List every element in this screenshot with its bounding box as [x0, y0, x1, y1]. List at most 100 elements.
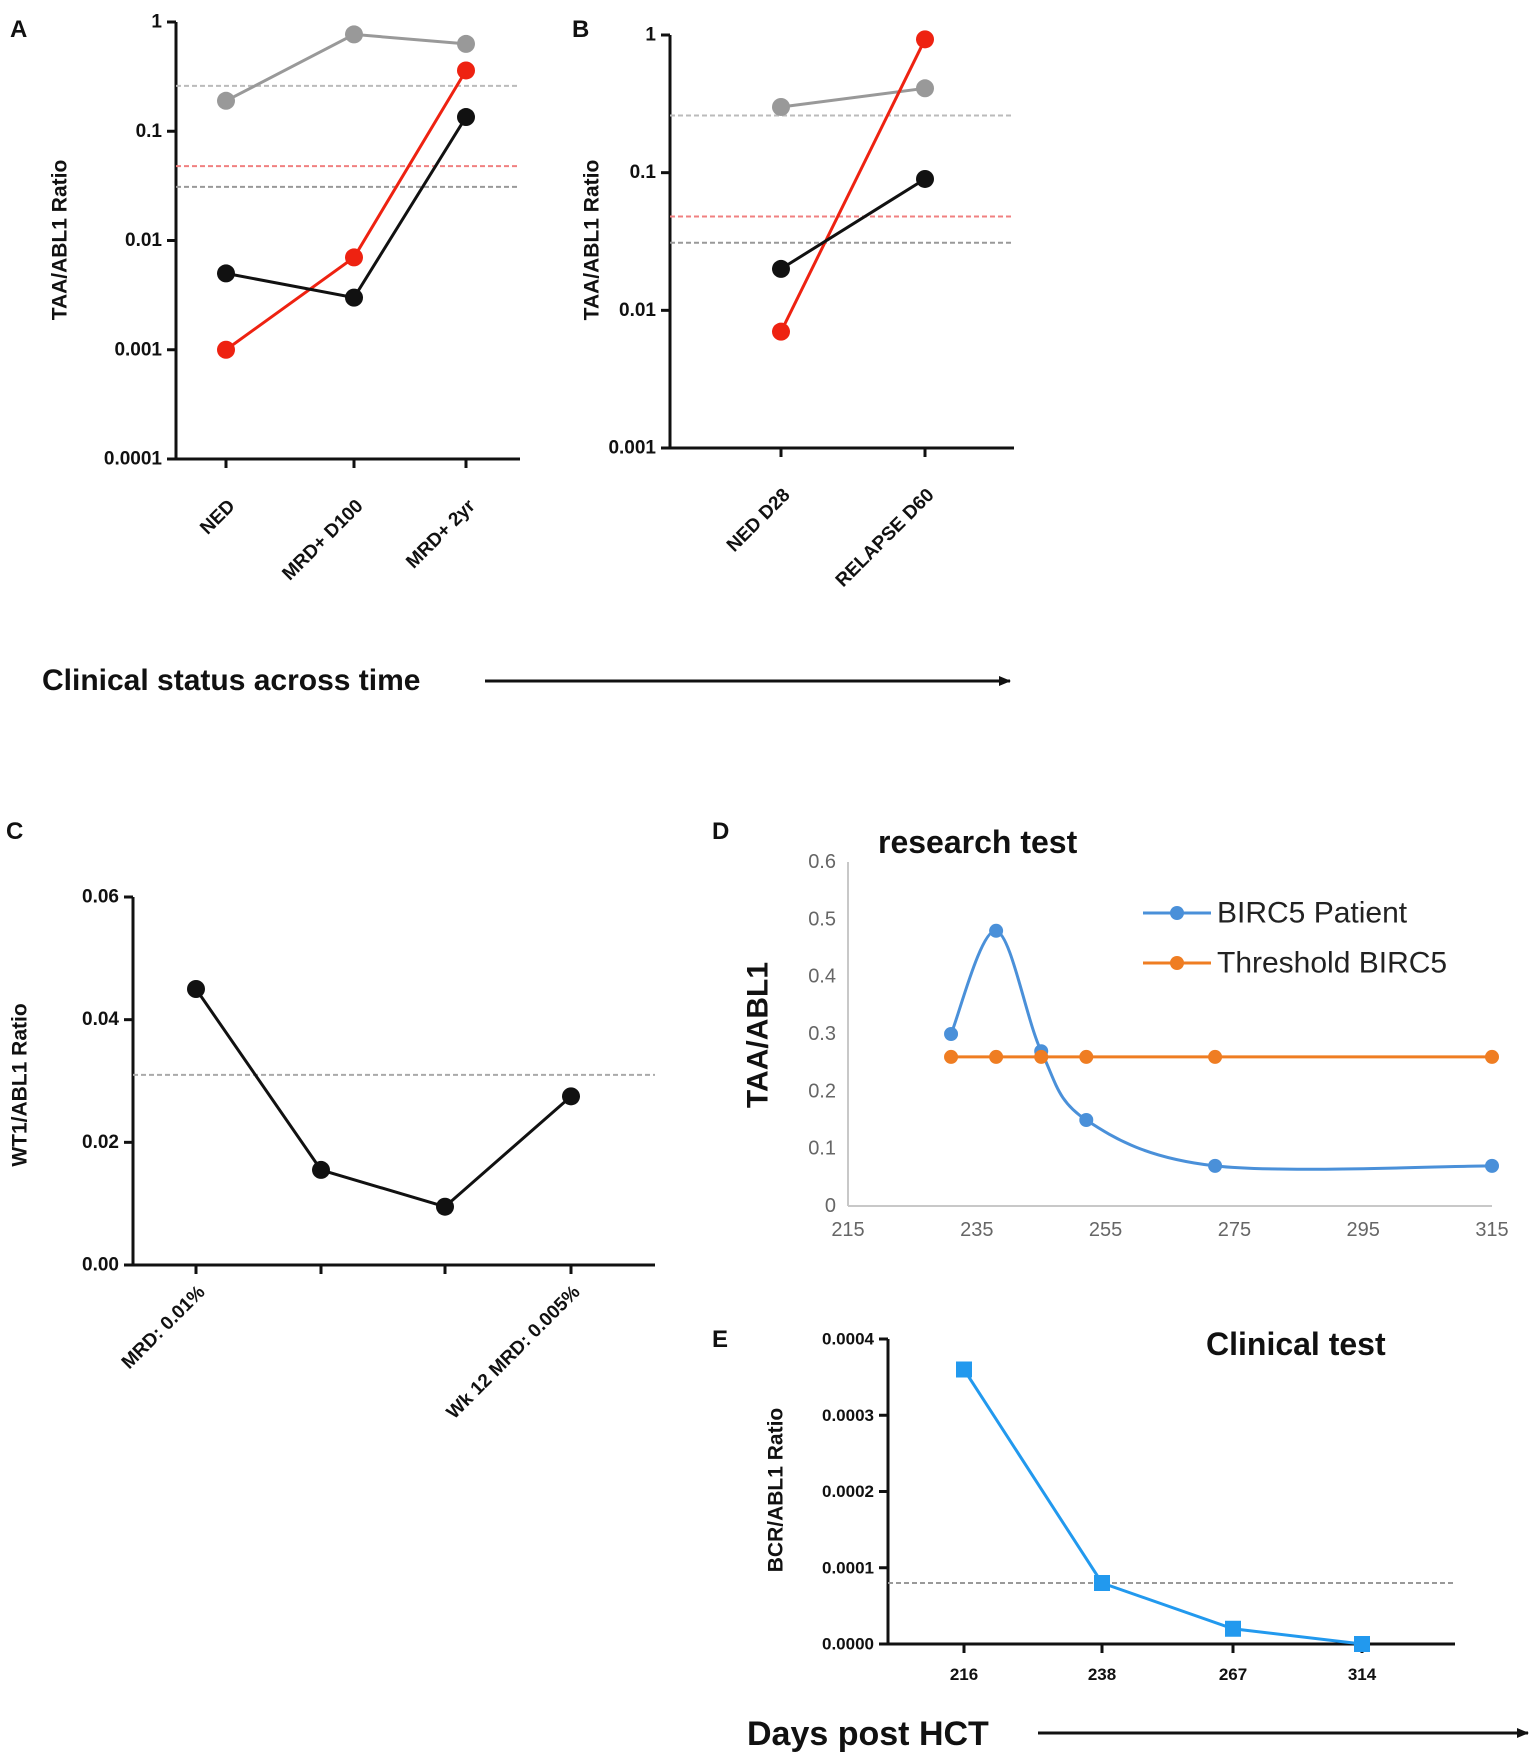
chart-c-group: C 0.00 0.02 0.04 0.06 WT1/ABL1 Ratio MRD: 0.01…	[6, 818, 655, 1424]
chart-e-series-bcr-abl1-point	[1094, 1575, 1110, 1591]
chart-d-legend-swatch-marker	[1170, 906, 1184, 920]
chart-e-y-tick-label: 0.0004	[822, 1330, 875, 1349]
chart-e-series-bcr-abl1-point	[1354, 1636, 1370, 1652]
chart-e-x-tick-label: 238	[1088, 1665, 1116, 1684]
chart-a-series-red-point	[345, 248, 363, 267]
chart-a-series-gray-point	[345, 25, 363, 44]
chart-d-x-tick-label: 315	[1475, 1219, 1508, 1241]
chart-d-y-tick-label: 0.4	[808, 966, 836, 988]
chart-d-series-birc5-patient-point	[1208, 1158, 1223, 1173]
chart-a-y-label: TAA/ABL1 Ratio	[49, 160, 72, 321]
chart-a-series-gray-line	[225, 32, 467, 103]
chart-b-series-gray-point	[916, 79, 934, 98]
chart-c-y-label: WT1/ABL1 Ratio	[9, 1003, 32, 1166]
chart-a-series-red-line	[225, 69, 468, 351]
chart-b-x-tick-label: NED D28	[723, 485, 795, 557]
chart-c-y-tick-label: 0.06	[82, 887, 119, 908]
chart-d-series-birc5-patient-point	[1485, 1158, 1499, 1173]
chart-b-group: B 1 0.1 0.01 0.001 TAA/ABL1 Ratio NED D28 RELAP…	[572, 16, 1014, 592]
chart-e-y-label: BCR/ABL1 Ratio	[765, 1408, 788, 1573]
chart-a-y-tick-label: 1	[151, 12, 162, 33]
chart-d-x-tick-label: 275	[1218, 1219, 1251, 1241]
chart-d-y-tick-label: 0.5	[808, 908, 836, 930]
chart-d-series-threshold-birc5-point	[1208, 1049, 1223, 1064]
chart-d-panel-label: D	[712, 818, 729, 845]
chart-b-series-red-point	[772, 322, 790, 341]
chart-e-x-tick-label: 216	[950, 1665, 978, 1684]
chart-a-y-tick-label: 0.0001	[104, 449, 163, 470]
chart-a-series-black-point	[217, 264, 235, 283]
chart-e-y-tick-label: 0.0002	[822, 1482, 874, 1501]
chart-c-series-wt1-point	[187, 980, 205, 998]
chart-a-x-tick-label: MRD+ 2yr	[402, 495, 480, 573]
chart-c-y-tick-label: 0.00	[82, 1255, 119, 1276]
chart-b-x-tick-label: RELAPSE D60	[832, 485, 939, 592]
chart-c-x-tick-label: MRD: 0.01%	[118, 1282, 210, 1374]
chart-a-panel-label: A	[10, 16, 27, 43]
chart-d-series-birc5-patient-point	[989, 923, 1004, 938]
chart-a-y-tick-label: 0.01	[125, 230, 162, 251]
chart-a-series-black-line	[225, 116, 468, 300]
chart-b-y-label: TAA/ABL1 Ratio	[581, 160, 604, 321]
chart-b-panel-label: B	[572, 16, 589, 43]
chart-e-y-tick-label: 0.0001	[822, 1558, 874, 1577]
chart-a-series-black-point	[457, 108, 475, 127]
chart-d-y-tick-label: 0.2	[808, 1080, 836, 1102]
chart-c-y-tick-label: 0.04	[82, 1009, 119, 1030]
chart-d-y-tick-label: 0.3	[808, 1023, 836, 1045]
chart-b-y-tick-label: 0.1	[630, 162, 657, 183]
chart-a-y-tick-label: 0.001	[114, 339, 162, 360]
chart-d-legend-label: BIRC5 Patient	[1217, 897, 1408, 930]
chart-c-series-wt1-point	[312, 1160, 330, 1179]
chart-a-y-tick-label: 0.1	[136, 121, 163, 142]
chart-c-panel-label: C	[6, 818, 23, 845]
chart-a-series-gray-point	[457, 34, 475, 53]
chart-d-y-label: TAA/ABL1	[742, 962, 775, 1108]
chart-e-panel-label: E	[712, 1326, 728, 1353]
days-post-label: Days post HCT	[747, 1715, 989, 1753]
chart-e-series-bcr-abl1-line	[962, 1368, 1363, 1646]
chart-d-legend-swatch-marker	[1170, 956, 1184, 970]
chart-e-x-tick-label: 267	[1219, 1665, 1247, 1684]
chart-b-series-black-line	[780, 177, 926, 271]
chart-d-series-threshold-birc5-point	[1034, 1049, 1049, 1064]
chart-e-series-bcr-abl1-point	[1225, 1620, 1241, 1637]
chart-d-x-tick-label: 255	[1089, 1219, 1122, 1241]
chart-d-series-threshold-birc5-point	[1079, 1049, 1094, 1064]
chart-a-x-tick-label: MRD+ D100	[278, 496, 367, 585]
chart-b-series-black-point	[772, 259, 790, 278]
chart-b-y-tick-label: 0.01	[619, 300, 656, 321]
clinical-status-label: Clinical status across time	[42, 664, 421, 697]
chart-d-legend-label: Threshold BIRC5	[1217, 947, 1447, 980]
chart-e-x-tick-label: 314	[1348, 1665, 1377, 1684]
chart-e-series-bcr-abl1-point	[956, 1361, 972, 1378]
chart-d-series-threshold-birc5-point	[944, 1049, 959, 1064]
chart-d-y-tick-label: 0	[825, 1195, 836, 1217]
chart-d-series-threshold-birc5-point	[1485, 1049, 1499, 1064]
chart-e-group: E Clinical test 0.0000 0.0001 0.0002 0.0003 0.…	[712, 1326, 1455, 1684]
chart-c-x-tick-label: Wk 12 MRD: 0.005%	[443, 1282, 585, 1424]
chart-c-series-wt1-point	[436, 1197, 454, 1216]
chart-c-y-tick-label: 0.02	[82, 1132, 119, 1153]
chart-d-series-birc5-patient-point	[944, 1027, 959, 1041]
chart-d-series-birc5-patient-point	[1079, 1113, 1094, 1127]
chart-d-title: research test	[878, 824, 1078, 860]
chart-b-y-tick-label: 1	[645, 25, 656, 46]
chart-d-y-tick-label: 0.6	[808, 851, 836, 873]
chart-b-series-red-line	[779, 38, 927, 333]
chart-a-series-gray-point	[217, 91, 235, 110]
chart-a-series-black-point	[345, 288, 363, 307]
chart-d-series-threshold-birc5-point	[989, 1049, 1004, 1064]
chart-a-series-red-point	[457, 61, 475, 80]
chart-b-series-gray-line	[780, 86, 926, 109]
chart-b-y-tick-label: 0.001	[608, 438, 656, 459]
chart-c-series-wt1-line	[194, 988, 572, 1209]
chart-a-series-red-point	[217, 340, 235, 359]
chart-d-y-tick-label: 0.1	[808, 1138, 836, 1160]
chart-d-x-tick-label: 215	[831, 1219, 864, 1241]
chart-a-group: A 1 0.1 0.01 0.001 0.0001 TAA/ABL1 Ratio NED MRD…	[10, 12, 520, 585]
chart-e-y-tick-label: 0.0003	[822, 1406, 874, 1425]
chart-d-x-tick-label: 295	[1347, 1219, 1380, 1241]
